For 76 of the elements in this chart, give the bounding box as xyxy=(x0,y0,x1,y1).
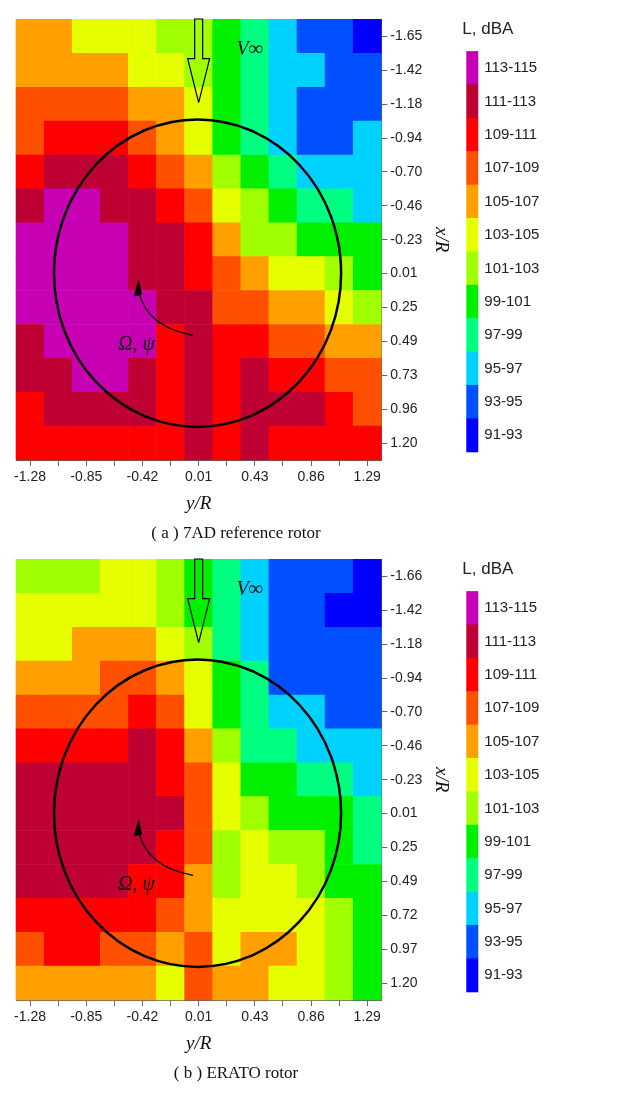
x-tick-label: 0.01 xyxy=(185,468,213,485)
y-tick-label: 1.20 xyxy=(390,973,418,990)
y-tick-label: -0.94 xyxy=(390,668,423,685)
y-tick-label: 0.01 xyxy=(390,264,418,281)
y-axis-title: x/R xyxy=(431,226,453,253)
color-bar-label: 103-105 xyxy=(484,225,540,243)
x-tick-label: 1.29 xyxy=(353,468,382,485)
y-tick-label: -0.46 xyxy=(390,196,423,213)
color-bar-label: 97-99 xyxy=(484,865,523,883)
y-tick-label: 0.49 xyxy=(390,872,418,889)
x-axis-title: y/R xyxy=(183,492,212,514)
color-bar-label: 97-99 xyxy=(484,325,523,343)
color-bar-label: 113-115 xyxy=(484,598,538,616)
x-tick-label: -0.42 xyxy=(126,468,159,485)
x-tick-label: 0.43 xyxy=(241,468,269,485)
color-bar-label: 91-93 xyxy=(484,965,523,983)
y-tick-label: -1.42 xyxy=(390,61,423,78)
y-tick-label: 1.20 xyxy=(390,433,418,450)
y-tick-label: -0.23 xyxy=(390,230,423,247)
color-bar-label: 107-109 xyxy=(484,698,540,716)
color-bar-label: 99-101 xyxy=(484,831,532,849)
y-tick-label: -1.66 xyxy=(390,567,423,584)
x-tick-label: 0.01 xyxy=(185,1008,213,1025)
y-tick-label: -0.94 xyxy=(390,128,423,145)
color-bar-label: 101-103 xyxy=(484,798,540,816)
color-bar-label: 107-109 xyxy=(484,158,540,176)
color-bar-label: 111-113 xyxy=(484,631,537,649)
x-tick-label: 0.86 xyxy=(297,468,325,485)
color-bar-label: 109-111 xyxy=(484,665,538,682)
y-tick-label: 0.49 xyxy=(390,332,418,349)
color-bar-label: 105-107 xyxy=(484,191,540,209)
x-tick-label: 0.43 xyxy=(241,1008,269,1025)
color-bar-label: 99-101 xyxy=(484,291,532,309)
x-tick-label: -1.28 xyxy=(14,468,47,485)
y-axis-title: x/R xyxy=(431,766,453,793)
x-tick-label: -1.28 xyxy=(14,1008,47,1025)
color-bar-title: L, dBA xyxy=(462,19,514,39)
y-tick-label: 0.96 xyxy=(390,400,418,417)
y-tick-label: -1.18 xyxy=(390,634,423,651)
y-tick-label: -0.70 xyxy=(390,162,423,179)
y-tick-label: 0.25 xyxy=(390,298,418,315)
color-bar-label: 93-95 xyxy=(484,932,523,950)
x-tick-label: -0.85 xyxy=(70,468,103,485)
color-bar-title: L, dBA xyxy=(462,559,514,579)
x-axis-title: y/R xyxy=(183,1032,212,1054)
color-bar-label: 109-111 xyxy=(484,125,538,142)
y-tick-label: 0.01 xyxy=(390,804,418,821)
y-tick-label: -1.42 xyxy=(390,601,423,618)
y-tick-label: -1.18 xyxy=(390,94,423,111)
annotation: V∞ xyxy=(236,576,264,600)
x-tick-label: 1.29 xyxy=(353,1008,382,1025)
color-bar-label: 103-105 xyxy=(484,765,540,783)
x-tick-label: -0.85 xyxy=(70,1008,103,1025)
annotation: V∞ xyxy=(236,36,264,60)
y-tick-label: 0.73 xyxy=(390,366,418,383)
text: ( b ) ERATO rotor xyxy=(173,1063,299,1083)
color-bar-label: 95-97 xyxy=(484,898,523,916)
x-tick-label: -0.42 xyxy=(126,1008,159,1025)
color-bar-label: 101-103 xyxy=(484,258,540,276)
color-bar-label: 95-97 xyxy=(484,358,523,376)
y-tick-label: 0.25 xyxy=(390,838,418,855)
y-tick-label: 0.72 xyxy=(390,906,418,923)
annotation: Ω, ψ xyxy=(118,331,155,355)
color-bar-label: 105-107 xyxy=(484,731,540,749)
text: ( a ) 7AD reference rotor xyxy=(151,523,322,543)
annotation: Ω, ψ xyxy=(118,871,155,895)
x-tick-label: 0.86 xyxy=(297,1008,325,1025)
color-bar-label: 91-93 xyxy=(484,425,523,443)
y-tick-label: -1.65 xyxy=(390,27,423,44)
color-bar-label: 111-113 xyxy=(484,91,537,109)
y-tick-label: -0.46 xyxy=(390,736,423,753)
y-tick-label: -0.70 xyxy=(390,702,423,719)
y-tick-label: -0.23 xyxy=(390,770,423,787)
color-bar-label: 93-95 xyxy=(484,392,523,410)
y-tick-label: 0.97 xyxy=(390,940,418,957)
color-bar-label: 113-115 xyxy=(484,58,538,76)
